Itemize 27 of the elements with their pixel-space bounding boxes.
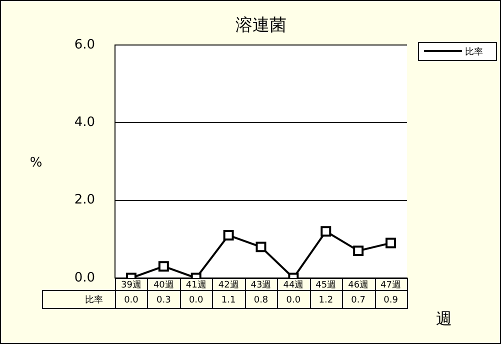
y-tick-label: 0.0 [74,270,95,286]
x-tick-label: 47週 [380,279,402,290]
x-tick-label: 42週 [218,279,239,290]
data-label: 0.0 [188,295,204,306]
y-axis-title: % [30,155,42,170]
data-label: 0.3 [156,295,171,306]
x-tick-label: 43週 [250,279,272,290]
chart-title: 溶連菌 [236,15,286,36]
text: 比率 [85,295,103,306]
x-tick-label: 44週 [283,279,304,290]
data-label: 0.0 [124,295,139,306]
legend-label: 比率 [465,46,483,58]
y-tick-label: 4.0 [74,115,95,130]
data-label: 0.8 [254,295,268,306]
data-label: 0.0 [286,295,301,306]
x-tick-label: 46週 [348,279,369,290]
x-tick-label: 45週 [316,279,336,290]
x-tick-label: 40週 [153,279,174,290]
data-label: 0.7 [351,295,366,306]
y-tick-label: 2.0 [74,192,95,208]
data-label: 1.2 [318,295,334,306]
x-axis-title: 週 [436,309,452,328]
y-tick-label: 6.0 [74,37,95,52]
data-label: 1.1 [221,295,236,306]
x-tick-label: 39週 [120,279,142,290]
data-label: 0.9 [384,295,398,306]
x-tick-label: 41週 [186,279,206,290]
